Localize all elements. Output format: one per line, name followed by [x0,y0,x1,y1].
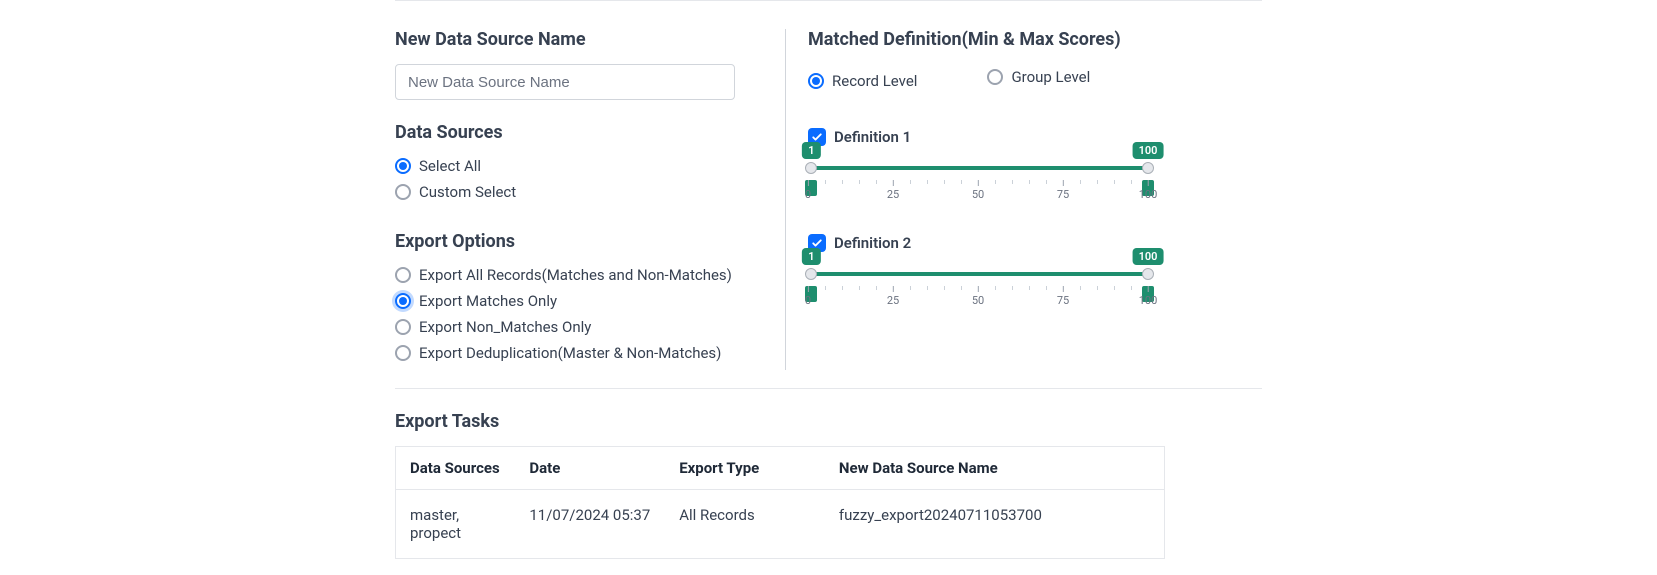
heading-export-options: Export Options [395,231,785,252]
col-header-2: Export Type [665,447,825,490]
radio-export-1[interactable]: Export Matches Only [395,292,785,310]
radio-export-3[interactable]: Export Deduplication(Master & Non-Matche… [395,344,785,362]
heading-matched-definition: Matched Definition(Min & Max Scores) [808,29,1262,50]
radio-label: Record Level [832,72,917,90]
col-header-0: Data Sources [396,447,516,490]
definition-label: Definition 1 [834,128,911,146]
definition-block-2: Definition 2 11000255075100 [808,234,1262,332]
slider-min-badge: 1 [802,248,820,265]
level-radio-group: Record Level Group Level [808,60,1262,98]
radio-label: Custom Select [419,183,516,201]
definition-toggle-1[interactable]: Definition 1 [808,128,1262,146]
radio-export-2[interactable]: Export Non_Matches Only [395,318,785,336]
slider-max-badge: 100 [1133,142,1164,159]
radio-export-0[interactable]: Export All Records(Matches and Non-Match… [395,266,785,284]
radio-label: Export Deduplication(Master & Non-Matche… [419,344,721,362]
radio-label: Export All Records(Matches and Non-Match… [419,266,732,284]
cell-0-2: All Records [665,490,825,559]
mid-divider [395,388,1262,389]
range-slider-2[interactable]: 11000255075100 [808,272,1148,310]
slider-max-badge: 100 [1133,248,1164,265]
slider-tick-scale: 0255075100 [808,286,1148,310]
export-tasks-table: Data SourcesDateExport TypeNew Data Sour… [395,446,1165,559]
export-options-radio-group: Export All Records(Matches and Non-Match… [395,266,785,362]
radio-indicator [395,184,411,200]
radio-indicator [395,345,411,361]
new-ds-name-input[interactable] [395,64,735,100]
definition-toggle-2[interactable]: Definition 2 [808,234,1262,252]
definition-label: Definition 2 [834,234,911,252]
table-body: master, propect11/07/2024 05:37All Recor… [396,490,1165,559]
definition-block-1: Definition 1 11000255075100 [808,128,1262,226]
radio-label: Group Level [1011,68,1090,86]
range-slider-1[interactable]: 11000255075100 [808,166,1148,204]
radio-label: Export Matches Only [419,292,557,310]
radio-indicator [395,319,411,335]
radio-label: Export Non_Matches Only [419,318,591,336]
heading-export-tasks: Export Tasks [395,411,1262,432]
radio-indicator [395,267,411,283]
cell-0-3: fuzzy_export20240711053700 [825,490,1165,559]
radio-indicator [808,73,824,89]
table-row: master, propect11/07/2024 05:37All Recor… [396,490,1165,559]
radio-indicator [987,69,1003,85]
slider-min-badge: 1 [802,142,820,159]
top-divider [395,0,1262,1]
radio-ds-1[interactable]: Custom Select [395,183,785,201]
heading-new-ds-name: New Data Source Name [395,29,785,50]
radio-indicator [395,293,411,309]
table-header-row: Data SourcesDateExport TypeNew Data Sour… [396,447,1165,490]
radio-label: Select All [419,157,481,175]
col-header-3: New Data Source Name [825,447,1165,490]
definitions-container: Definition 1 11000255075100 Definition 2 11… [808,128,1262,332]
heading-data-sources: Data Sources [395,122,785,143]
radio-level-1[interactable]: Group Level [987,68,1090,86]
col-header-1: Date [515,447,665,490]
cell-0-0: master, propect [396,490,516,559]
radio-indicator [395,158,411,174]
data-sources-radio-group: Select All Custom Select [395,157,785,201]
radio-level-0[interactable]: Record Level [808,72,917,90]
slider-tick-scale: 0255075100 [808,180,1148,204]
radio-ds-0[interactable]: Select All [395,157,785,175]
cell-0-1: 11/07/2024 05:37 [515,490,665,559]
